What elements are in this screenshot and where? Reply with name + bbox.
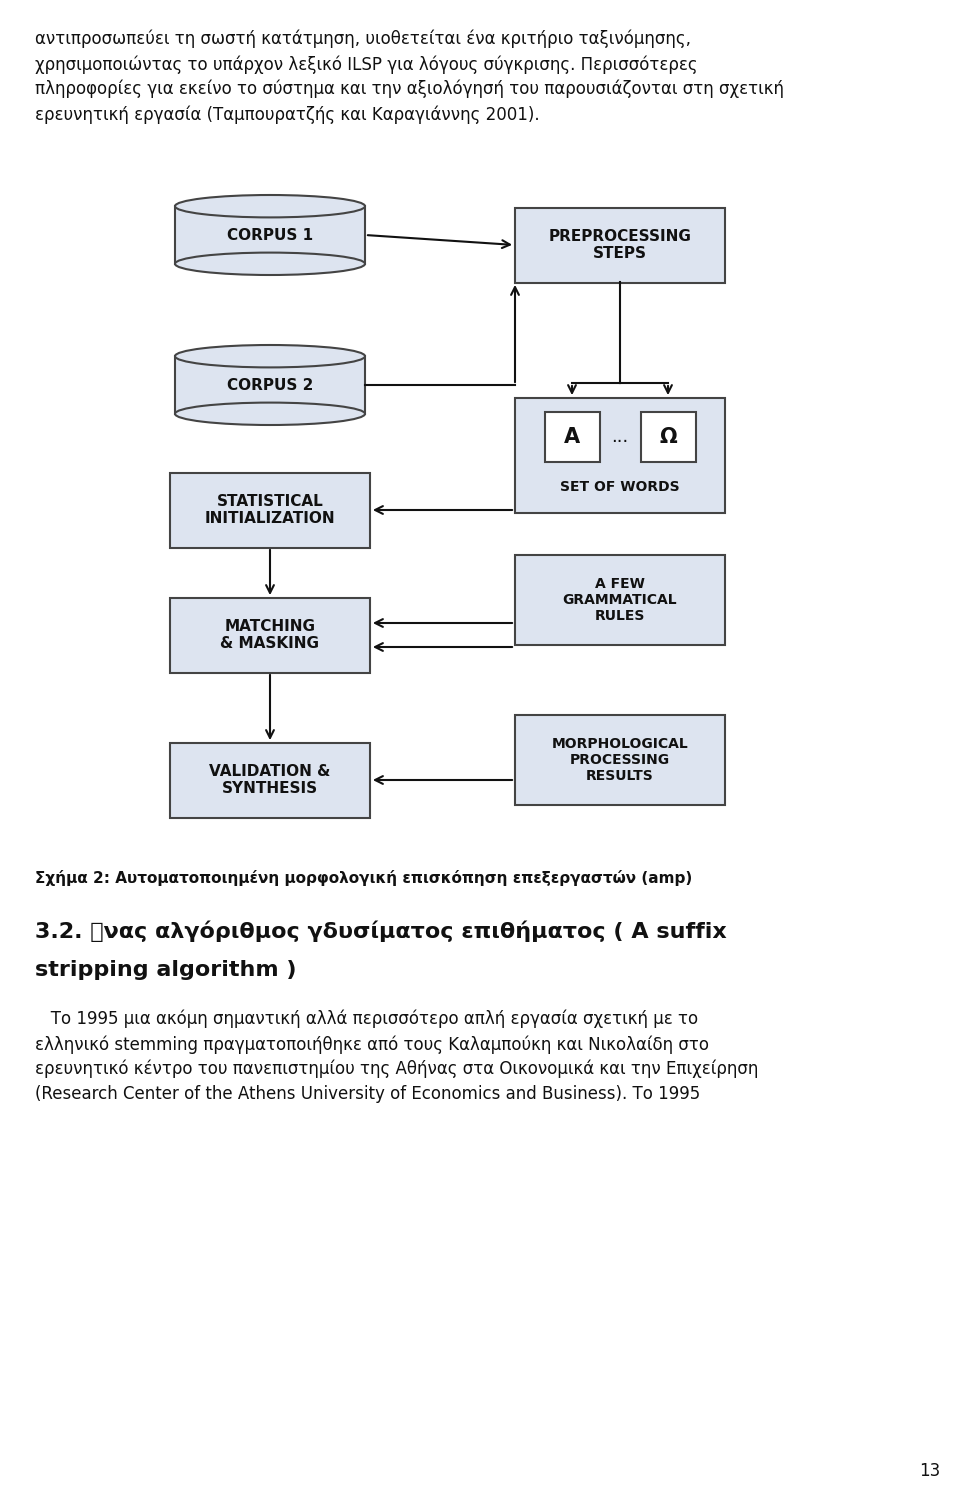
FancyBboxPatch shape bbox=[544, 412, 599, 461]
Text: MATCHING
& MASKING: MATCHING & MASKING bbox=[221, 618, 320, 651]
Text: STATISTICAL
INITIALIZATION: STATISTICAL INITIALIZATION bbox=[204, 493, 335, 526]
Ellipse shape bbox=[175, 345, 365, 368]
Text: ...: ... bbox=[612, 428, 629, 446]
Text: VALIDATION &
SYNTHESIS: VALIDATION & SYNTHESIS bbox=[209, 763, 330, 796]
Polygon shape bbox=[175, 356, 365, 413]
Text: CORPUS 2: CORPUS 2 bbox=[227, 377, 313, 392]
Text: πληροφορίες για εκείνο το σύστημα και την αξιολόγησή του παρουσιάζονται στη σχετ: πληροφορίες για εκείνο το σύστημα και τη… bbox=[35, 80, 784, 98]
Text: 3.2. ΍νας αλγόριθμος γδυσίματος επιθήματος ( A suffix: 3.2. ΍νας αλγόριθμος γδυσίματος επιθήματ… bbox=[35, 920, 727, 941]
Text: 13: 13 bbox=[920, 1461, 941, 1479]
Text: ελληνικό stemming πραγματοποιήθηκε από τους Καλαμπούκη και Νικολαίδη στο: ελληνικό stemming πραγματοποιήθηκε από τ… bbox=[35, 1034, 709, 1054]
Text: χρησιμοποιώντας το υπάρχον λεξικό ILSP για λόγους σύγκρισης. Περισσότερες: χρησιμοποιώντας το υπάρχον λεξικό ILSP γ… bbox=[35, 54, 698, 74]
Text: A FEW
GRAMMATICAL
RULES: A FEW GRAMMATICAL RULES bbox=[563, 576, 678, 623]
FancyBboxPatch shape bbox=[515, 398, 725, 513]
Text: Σχήμα 2: Αυτοματοποιημένη μορφολογική επισκόπηση επεξεργαστών (amp): Σχήμα 2: Αυτοματοποιημένη μορφολογική επ… bbox=[35, 870, 692, 887]
FancyBboxPatch shape bbox=[515, 208, 725, 282]
FancyBboxPatch shape bbox=[515, 555, 725, 645]
Text: αντιπροσωπεύει τη σωστή κατάτμηση, υιοθετείται ένα κριτήριο ταξινόμησης,: αντιπροσωπεύει τη σωστή κατάτμηση, υιοθε… bbox=[35, 30, 691, 48]
Text: Ω: Ω bbox=[660, 427, 677, 446]
FancyBboxPatch shape bbox=[170, 742, 370, 817]
Text: SET OF WORDS: SET OF WORDS bbox=[561, 480, 680, 495]
Ellipse shape bbox=[175, 403, 365, 425]
FancyBboxPatch shape bbox=[170, 597, 370, 673]
Text: A: A bbox=[564, 427, 580, 446]
Text: Το 1995 μια ακόμη σημαντική αλλά περισσότερο απλή εργασία σχετική με το: Το 1995 μια ακόμη σημαντική αλλά περισσό… bbox=[35, 1010, 698, 1028]
FancyBboxPatch shape bbox=[640, 412, 695, 461]
FancyBboxPatch shape bbox=[515, 715, 725, 805]
Text: ερευνητική εργασία (Ταμπουρατζής και Καραγιάννης 2001).: ερευνητική εργασία (Ταμπουρατζής και Καρ… bbox=[35, 106, 540, 124]
FancyBboxPatch shape bbox=[170, 472, 370, 547]
Text: MORPHOLOGICAL
PROCESSING
RESULTS: MORPHOLOGICAL PROCESSING RESULTS bbox=[552, 737, 688, 783]
Ellipse shape bbox=[175, 195, 365, 217]
Polygon shape bbox=[175, 207, 365, 264]
Text: PREPROCESSING
STEPS: PREPROCESSING STEPS bbox=[548, 229, 691, 261]
Text: (Research Center of the Athens University of Economics and Business). Το 1995: (Research Center of the Athens Universit… bbox=[35, 1084, 700, 1102]
Text: CORPUS 1: CORPUS 1 bbox=[227, 228, 313, 243]
Ellipse shape bbox=[175, 253, 365, 274]
Text: ερευνητικό κέντρο του πανεπιστημίου της Αθήνας στα Οικονομικά και την Επιχείρηση: ερευνητικό κέντρο του πανεπιστημίου της … bbox=[35, 1060, 758, 1078]
Text: stripping algorithm ): stripping algorithm ) bbox=[35, 961, 297, 980]
